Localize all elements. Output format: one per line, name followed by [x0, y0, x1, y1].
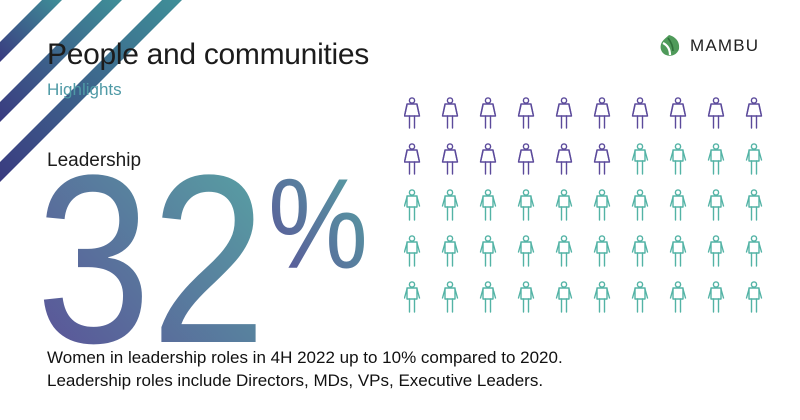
woman-icon	[479, 97, 497, 129]
man-icon	[593, 281, 611, 313]
pictogram-grid	[404, 97, 763, 313]
man-icon	[669, 235, 687, 267]
man-icon	[593, 235, 611, 267]
man-icon	[441, 281, 459, 313]
woman-icon	[593, 97, 611, 129]
woman-icon	[745, 97, 763, 129]
man-icon	[517, 235, 535, 267]
woman-icon	[404, 143, 421, 175]
stripe-3	[0, 0, 182, 182]
man-icon	[631, 235, 649, 267]
woman-icon	[707, 97, 725, 129]
man-icon	[479, 189, 497, 221]
stripe-2	[0, 0, 122, 122]
stat-label: Leadership	[47, 150, 142, 171]
man-icon	[404, 189, 421, 221]
stat-number: 32	[36, 160, 266, 345]
man-icon	[669, 189, 687, 221]
caption-line-1: Women in leadership roles in 4H 2022 up …	[47, 348, 563, 367]
page-title: People and communities	[47, 38, 369, 71]
woman-icon	[555, 143, 573, 175]
man-icon	[745, 189, 763, 221]
woman-icon	[517, 143, 535, 175]
man-icon	[669, 281, 687, 313]
stripe-1	[0, 0, 62, 62]
man-icon	[707, 143, 725, 175]
decorative-stripes	[0, 0, 182, 182]
man-icon	[631, 143, 649, 175]
mambu-leaf-icon	[660, 35, 680, 56]
brand-name: MAMBU	[690, 36, 760, 55]
brand-logo: MAMBU	[656, 33, 759, 59]
stat-unit: %	[268, 160, 368, 296]
woman-icon	[441, 143, 459, 175]
woman-icon	[669, 97, 687, 129]
man-icon	[707, 281, 725, 313]
woman-icon	[404, 97, 421, 129]
man-icon	[479, 281, 497, 313]
man-icon	[517, 281, 535, 313]
caption-line-2: Leadership roles include Directors, MDs,…	[47, 371, 544, 390]
man-icon	[631, 281, 649, 313]
man-icon	[517, 189, 535, 221]
man-icon	[745, 281, 763, 313]
page-subtitle: Highlights	[47, 80, 122, 99]
stat-value: 32 %	[36, 160, 368, 345]
man-icon	[555, 281, 573, 313]
woman-icon	[631, 97, 649, 129]
man-icon	[745, 235, 763, 267]
man-icon	[745, 143, 763, 175]
man-icon	[707, 235, 725, 267]
man-icon	[441, 235, 459, 267]
man-icon	[593, 189, 611, 221]
woman-icon	[517, 97, 535, 129]
woman-icon	[441, 97, 459, 129]
man-icon	[707, 189, 725, 221]
man-icon	[669, 143, 687, 175]
woman-icon	[479, 143, 497, 175]
man-icon	[631, 189, 649, 221]
woman-icon	[555, 97, 573, 129]
man-icon	[555, 189, 573, 221]
woman-icon	[593, 143, 611, 175]
man-icon	[555, 235, 573, 267]
man-icon	[441, 189, 459, 221]
man-icon	[479, 235, 497, 267]
man-icon	[404, 235, 421, 267]
man-icon	[404, 281, 421, 313]
caption: Women in leadership roles in 4H 2022 up …	[47, 346, 563, 392]
